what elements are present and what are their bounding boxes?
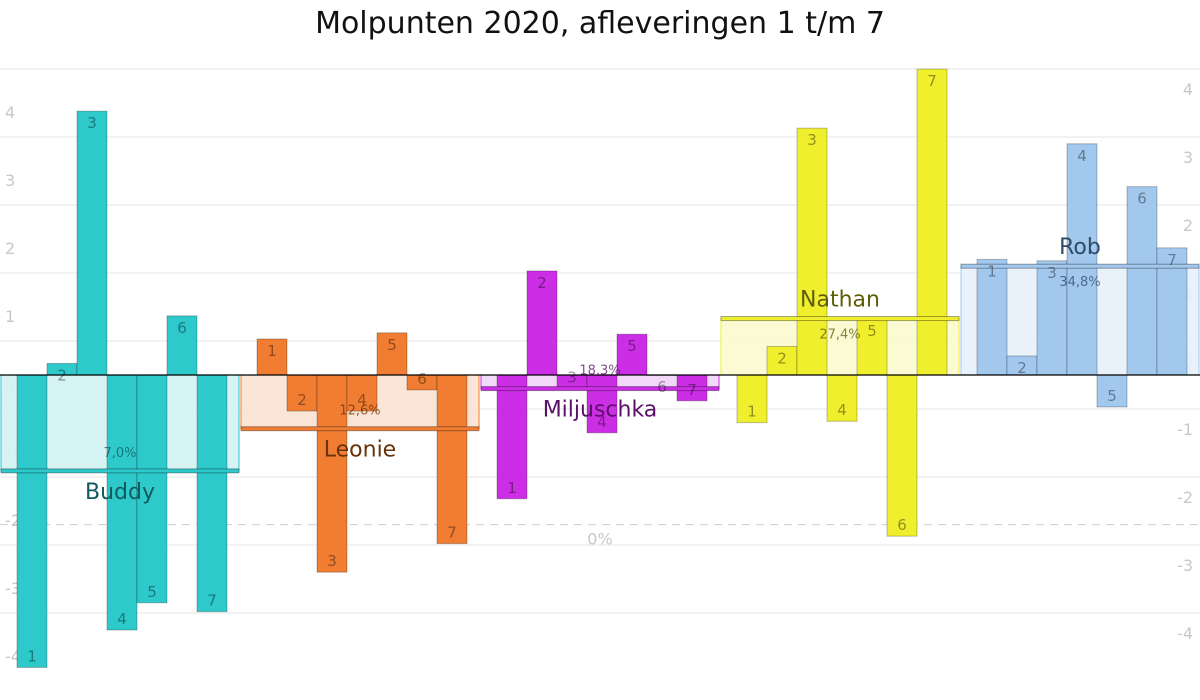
bar-label: 4 (357, 391, 367, 409)
bars (16, 68, 1188, 668)
bar-label: 7 (1167, 251, 1177, 269)
series-name-leonie: Leonie (324, 438, 396, 463)
bar-nathan-7 (916, 68, 948, 376)
bar-leonie-1 (256, 338, 288, 376)
bar-label: 2 (537, 274, 547, 292)
percentage-leonie: 12,6% (339, 404, 380, 419)
bar-label: 4 (597, 413, 607, 431)
bar-label: 3 (807, 131, 817, 149)
bar-leonie-7 (436, 374, 468, 545)
bar-label: 7 (687, 381, 697, 399)
y-tick-label-left: 1 (5, 307, 15, 326)
average-line-leonie (240, 426, 480, 432)
bar-label: 5 (387, 336, 397, 354)
bar-rob-6 (1126, 186, 1158, 376)
percentage-miljuschka: 18,3% (579, 364, 620, 379)
average-line-nathan (720, 316, 960, 322)
y-tick-label-left: -3 (5, 579, 21, 598)
percentage-nathan: 27,4% (819, 328, 860, 343)
y-tick-label-right: -4 (1177, 624, 1193, 643)
average-lines (0, 263, 1200, 474)
bar-label: 2 (777, 349, 787, 367)
bar-label: 5 (867, 322, 877, 340)
bar-miljuschka-5 (616, 333, 648, 376)
bar-buddy-5 (136, 374, 168, 604)
zero-percent-label: 0% (587, 530, 612, 549)
bar-miljuschka-2 (526, 270, 558, 376)
bar-rob-7 (1156, 247, 1188, 376)
bar-label: 6 (657, 378, 667, 396)
bar-nathan-3 (796, 127, 828, 376)
chart-title: Molpunten 2020, afleveringen 1 t/m 7 (315, 6, 885, 41)
bar-label: 6 (177, 319, 187, 337)
bar-label: 3 (87, 114, 97, 132)
bar-label: 4 (837, 401, 847, 419)
bar-label: 5 (1107, 387, 1117, 405)
bar-label: 2 (57, 366, 67, 384)
y-tick-label-right: 2 (1183, 216, 1193, 235)
bar-label: 1 (267, 342, 277, 360)
series-name-buddy: Buddy (85, 480, 155, 505)
bar-label: 4 (1077, 147, 1087, 165)
y-tick-label-left: 4 (5, 103, 15, 122)
series-name-nathan: Nathan (800, 288, 880, 313)
bar-label: 1 (987, 262, 997, 280)
y-tick-label-right: -2 (1177, 488, 1193, 507)
labels: 1 2 3 4 5 6 7 7,0% Buddy 1 2 3 4 5 6 7 12,6% Leonie 1 2 3 4 5 6… (27, 72, 1177, 665)
bar-nathan-1 (736, 374, 768, 424)
bar-label: 1 (507, 479, 517, 497)
bar-buddy-6 (166, 315, 198, 376)
bar-label: 5 (627, 337, 637, 355)
percentage-rob: 34,8% (1059, 275, 1100, 290)
bar-buddy-1 (16, 374, 48, 668)
bar-nathan-4 (826, 374, 858, 422)
series-name-rob: Rob (1059, 235, 1101, 260)
y-tick-label-right: -3 (1177, 556, 1193, 575)
y-tick-label-left: -4 (5, 647, 21, 666)
average-line-buddy (0, 468, 240, 474)
series-name-miljuschka: Miljuschka (543, 398, 658, 423)
bar-label: 3 (327, 552, 337, 570)
bar-label: 2 (297, 391, 307, 409)
bar-buddy-7 (196, 374, 228, 613)
bar-rob-1 (976, 258, 1008, 376)
bar-label: 5 (147, 583, 157, 601)
bar-leonie-4 (346, 374, 378, 412)
average-line-rob (960, 263, 1200, 269)
bar-label: 7 (207, 592, 217, 610)
bar-label: 6 (897, 516, 907, 534)
bar-label: 2 (1017, 359, 1027, 377)
bar-label: 4 (117, 610, 127, 628)
bar-label: 7 (927, 72, 937, 90)
bar-label: 1 (747, 403, 757, 421)
bar-rob-5 (1096, 374, 1128, 408)
bar-label: 6 (417, 370, 427, 388)
percentage-buddy: 7,0% (103, 446, 136, 461)
bar-buddy-4 (106, 374, 138, 631)
average-line-miljuschka (480, 386, 720, 392)
bar-label: 7 (447, 524, 457, 542)
bar-label: 1 (27, 647, 37, 665)
bar-label: 6 (1137, 190, 1147, 208)
y-tick-label-right: 3 (1183, 148, 1193, 167)
bar-buddy-3 (76, 110, 108, 376)
bar-label: 3 (567, 369, 577, 387)
y-tick-label-right: 4 (1183, 80, 1193, 99)
y-tick-label-left: 2 (5, 239, 15, 258)
bar-rob-3 (1036, 260, 1068, 376)
bar-label: 3 (1047, 264, 1057, 282)
bar-leonie-3 (316, 374, 348, 573)
y-tick-label-right: -1 (1177, 420, 1193, 439)
y-tick-label-left: 3 (5, 171, 15, 190)
bar-leonie-5 (376, 332, 408, 376)
y-tick-label-left: -2 (5, 511, 21, 530)
bar-miljuschka-4 (586, 374, 618, 434)
bar-nathan-6 (886, 374, 918, 537)
